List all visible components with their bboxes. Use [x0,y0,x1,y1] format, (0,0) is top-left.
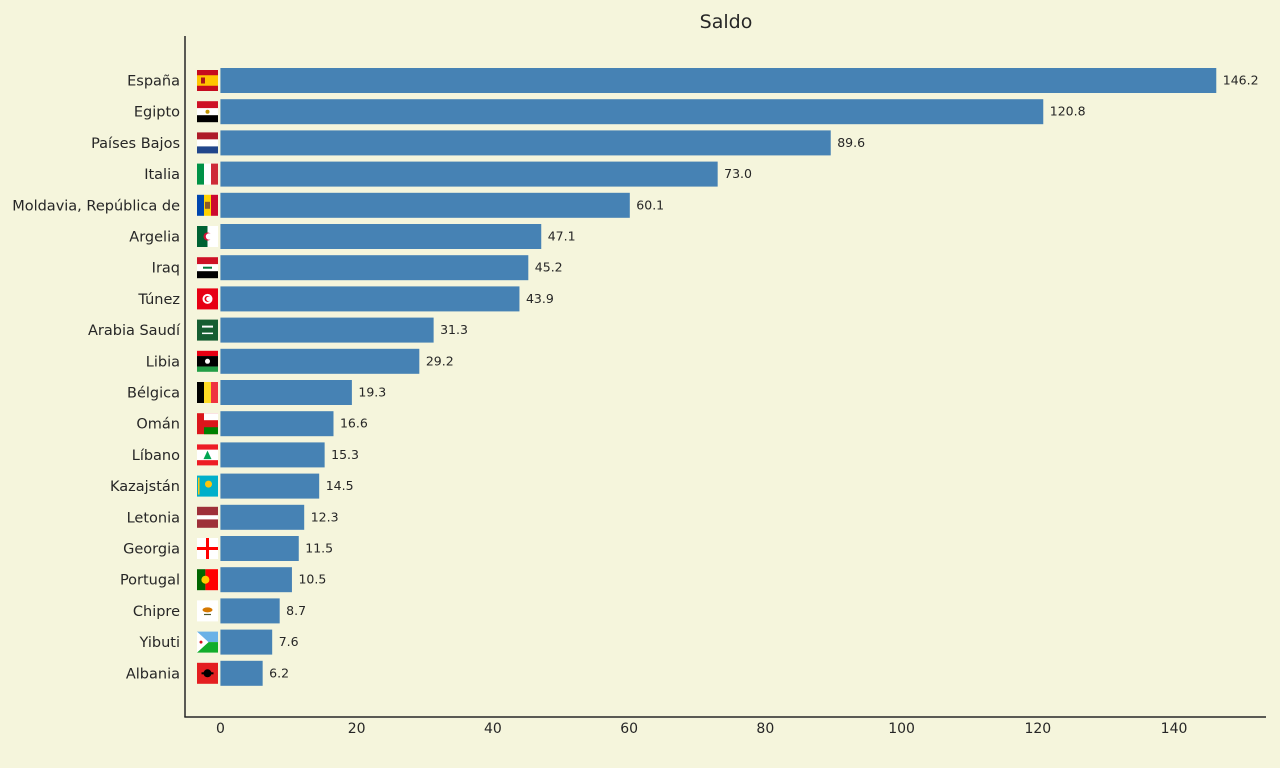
bar-egipto [220,99,1044,125]
bar-tunez [220,286,520,312]
flag-kazakhstan-icon [197,475,218,497]
category-label: Portugal [120,573,180,589]
bar-oman [220,411,334,437]
bar-espana [220,68,1217,93]
bars [220,68,1217,686]
flag-belgium-icon [197,382,218,403]
value-labels: 146.2 120.8 89.6 73.0 60.1 47.1 45.2 43.9 31.3 29… [269,73,1258,681]
flag-latvia-icon [197,506,218,528]
category-label: Argelia [129,230,180,246]
x-tick-label: 60 [620,721,638,737]
category-label: Arabia Saudí [88,323,181,339]
bar-georgia [220,536,299,561]
value-label: 60.1 [636,197,664,212]
flag-icons [197,70,218,684]
value-label: 16.6 [340,416,368,431]
category-label: Yibuti [139,635,180,651]
value-label: 11.5 [305,541,333,556]
category-labels: España Egipto Países Bajos Italia Moldavia, … [12,74,181,683]
value-label: 73.0 [724,166,752,181]
flag-italy-icon [197,163,218,185]
x-tick-label: 40 [484,721,502,737]
value-label: 47.1 [548,229,576,244]
bar-arabia-saudi [220,317,434,343]
value-label: 15.3 [331,447,359,462]
flag-oman-icon [197,413,218,435]
bar-iraq [220,255,529,281]
bar-libia [220,348,420,374]
flag-libya-icon [197,350,218,372]
category-label: Letonia [127,510,180,526]
value-label: 14.5 [326,478,354,493]
flag-iraq-icon [197,257,218,279]
value-label: 120.8 [1050,104,1086,119]
flag-egypt-icon [197,101,218,123]
bar-yibuti [220,629,273,655]
x-tick-label: 20 [348,721,366,737]
flag-albania-icon [197,662,218,684]
category-label: Libia [146,354,180,370]
value-label: 6.2 [269,665,289,680]
flag-djibouti-icon [197,631,218,653]
value-label: 7.6 [279,634,299,649]
flag-portugal-icon [197,569,218,591]
flag-netherlands-icon [197,132,218,154]
bar-chipre [220,598,280,624]
category-label: Líbano [132,448,180,464]
value-label: 10.5 [298,572,326,587]
value-label: 19.3 [358,385,386,400]
category-label: España [127,74,180,90]
category-label: Georgia [123,542,180,558]
flag-moldova-icon [197,194,218,216]
flag-georgia-icon [197,538,218,559]
category-label: Bélgica [127,386,180,402]
bar-italia [220,161,718,187]
category-label: Chipre [133,604,180,620]
x-tick-label: 140 [1161,721,1188,737]
x-tick-label: 80 [756,721,774,737]
bar-moldavia-republica-de [220,192,630,218]
category-label: Albania [126,666,180,682]
bar-letonia [220,504,305,530]
category-label: Omán [136,417,180,433]
bar-paises-bajos [220,130,831,156]
bar-argelia [220,224,542,249]
x-tick-label: 120 [1024,721,1051,737]
value-label: 89.6 [837,135,865,150]
x-tick-label: 0 [216,721,225,737]
category-label: Países Bajos [91,136,180,152]
flag-algeria-icon [197,226,218,247]
bar-albania [220,660,263,686]
value-label: 8.7 [286,603,306,618]
flag-spain-icon [197,70,218,91]
value-label: 45.2 [535,260,563,275]
category-label: Iraq [152,261,180,277]
value-label: 12.3 [311,509,339,524]
x-axis-ticks: 0 20 40 60 80 100 120 140 [216,721,1188,737]
flag-tunisia-icon [197,288,218,310]
category-label: Egipto [134,105,180,121]
bar-kazajstan [220,473,320,499]
flag-saudi-arabia-icon [197,319,218,341]
flag-cyprus-icon [197,600,218,622]
x-tick-label: 100 [888,721,915,737]
bar-portugal [220,567,292,593]
chart-title: Saldo [700,11,753,33]
category-label: Italia [144,167,180,183]
category-label: Túnez [137,292,180,308]
bar-belgica [220,380,352,405]
value-label: 146.2 [1223,73,1259,88]
value-label: 43.9 [526,291,554,306]
value-label: 29.2 [426,353,454,368]
value-label: 31.3 [440,322,468,337]
category-label: Kazajstán [110,479,180,495]
bar-libano [220,442,325,468]
category-label: Moldavia, República de [12,198,180,214]
flag-lebanon-icon [197,444,218,466]
